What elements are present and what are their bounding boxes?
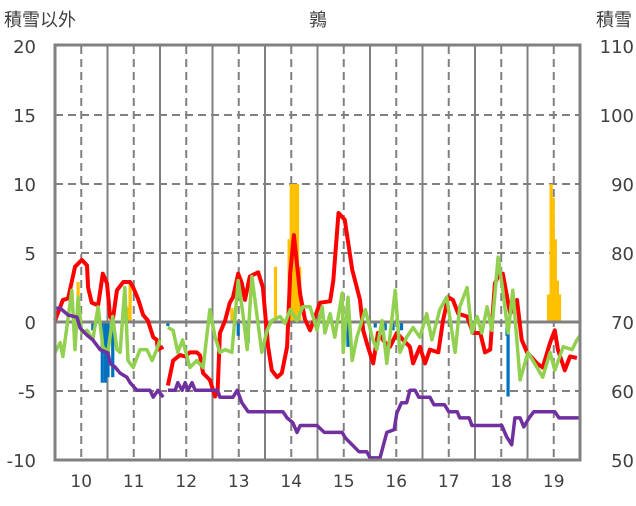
green-line <box>167 255 582 382</box>
orange-bar <box>546 294 551 322</box>
orange-bar <box>128 281 132 322</box>
orange-bar <box>273 266 278 322</box>
x-tick-label: 12 <box>175 472 197 492</box>
x-tick-label: 10 <box>70 472 92 492</box>
x-tick-label: 11 <box>123 472 145 492</box>
y-tick-label: 15 <box>13 106 36 127</box>
y2-tick-label: 100 <box>600 106 634 127</box>
x-tick-label: 15 <box>333 472 355 492</box>
y-tick-label: 20 <box>13 37 36 58</box>
blue-bar <box>346 322 350 347</box>
y-tick-label: -10 <box>7 451 36 472</box>
blue-bar <box>373 322 377 328</box>
x-tick-label: 16 <box>385 472 407 492</box>
y2-tick-label: 70 <box>611 313 634 334</box>
y2-tick-label: 60 <box>611 382 634 403</box>
x-tick-label: 17 <box>438 472 460 492</box>
x-tick-label: 19 <box>543 472 565 492</box>
y2-axis-label: 積雪 <box>596 10 632 31</box>
blue-bar <box>111 322 115 378</box>
blue-bar <box>166 322 170 327</box>
y2-tick-label: 110 <box>600 37 634 58</box>
blue-bar <box>399 322 404 331</box>
lines <box>53 211 582 460</box>
blue-bar <box>91 322 95 331</box>
y-tick-label: 5 <box>25 244 36 265</box>
plot-border <box>53 43 582 462</box>
y2-tick-label: 90 <box>611 175 634 196</box>
blue-bar <box>236 322 240 336</box>
y2-tick-label: 50 <box>611 451 634 472</box>
blue-bar <box>506 322 510 397</box>
x-tick-label: 13 <box>228 472 250 492</box>
blue-bar <box>391 322 395 331</box>
y-tick-label: 10 <box>13 175 36 196</box>
chart-title: 鶉 <box>309 10 327 31</box>
orange-bar <box>549 184 553 322</box>
y-tick-label: -5 <box>18 382 36 403</box>
ticks: 10 11 12 13 14 15 16 17 18 1920151050-5-101101009… <box>7 37 634 492</box>
y-tick-label: 0 <box>25 313 36 334</box>
snow-depth-line <box>55 306 165 399</box>
orange-bar <box>551 197 555 322</box>
orange-bar <box>230 308 234 322</box>
orange-bar <box>555 280 560 322</box>
blue-bar <box>383 322 387 331</box>
grid <box>55 46 580 460</box>
snow-depth-line <box>167 380 580 460</box>
orange-bar <box>557 294 562 322</box>
y-axis-label: 積雪以外 <box>4 10 76 31</box>
x-tick-label: 14 <box>280 472 302 492</box>
orange-bar <box>553 239 557 322</box>
y2-tick-label: 80 <box>611 244 634 265</box>
x-tick-label: 18 <box>490 472 512 492</box>
